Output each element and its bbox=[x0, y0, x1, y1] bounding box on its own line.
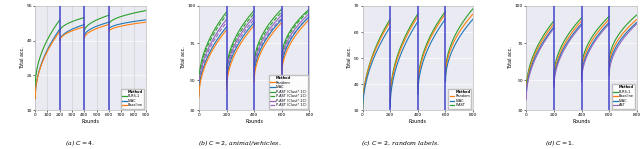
Text: (b) $C = 2$, animal/vehicles.: (b) $C = 2$, animal/vehicles. bbox=[198, 138, 282, 148]
X-axis label: Rounds: Rounds bbox=[81, 119, 99, 124]
Y-axis label: Total acc.: Total acc. bbox=[348, 47, 353, 69]
X-axis label: Rounds: Rounds bbox=[409, 119, 427, 124]
X-axis label: Rounds: Rounds bbox=[573, 119, 591, 124]
Y-axis label: Total acc.: Total acc. bbox=[508, 47, 513, 69]
Text: (c) $C = 2$, random labels.: (c) $C = 2$, random labels. bbox=[360, 138, 440, 148]
Legend: Method, FLRS-1, LVAC, Baseline: Method, FLRS-1, LVAC, Baseline bbox=[121, 89, 144, 108]
Y-axis label: Total acc.: Total acc. bbox=[20, 47, 25, 69]
Legend: Method, Random, LVAC, P-AST (Clust* 1C), P-AST (Clust* 2C), P-AST (Clust* 2C), P: Method, Random, LVAC, P-AST (Clust* 1C),… bbox=[269, 75, 308, 108]
Legend: Method, FLRS-1, Baseline, LVAC, AST: Method, FLRS-1, Baseline, LVAC, AST bbox=[612, 84, 635, 108]
Y-axis label: Total acc.: Total acc. bbox=[181, 47, 186, 69]
Legend: Method, Random, LVAC, P-AST: Method, Random, LVAC, P-AST bbox=[449, 89, 472, 108]
Text: (a) $C = 4$.: (a) $C = 4$. bbox=[65, 138, 95, 148]
Text: (d) $C = 1$.: (d) $C = 1$. bbox=[545, 138, 575, 148]
X-axis label: Rounds: Rounds bbox=[245, 119, 263, 124]
